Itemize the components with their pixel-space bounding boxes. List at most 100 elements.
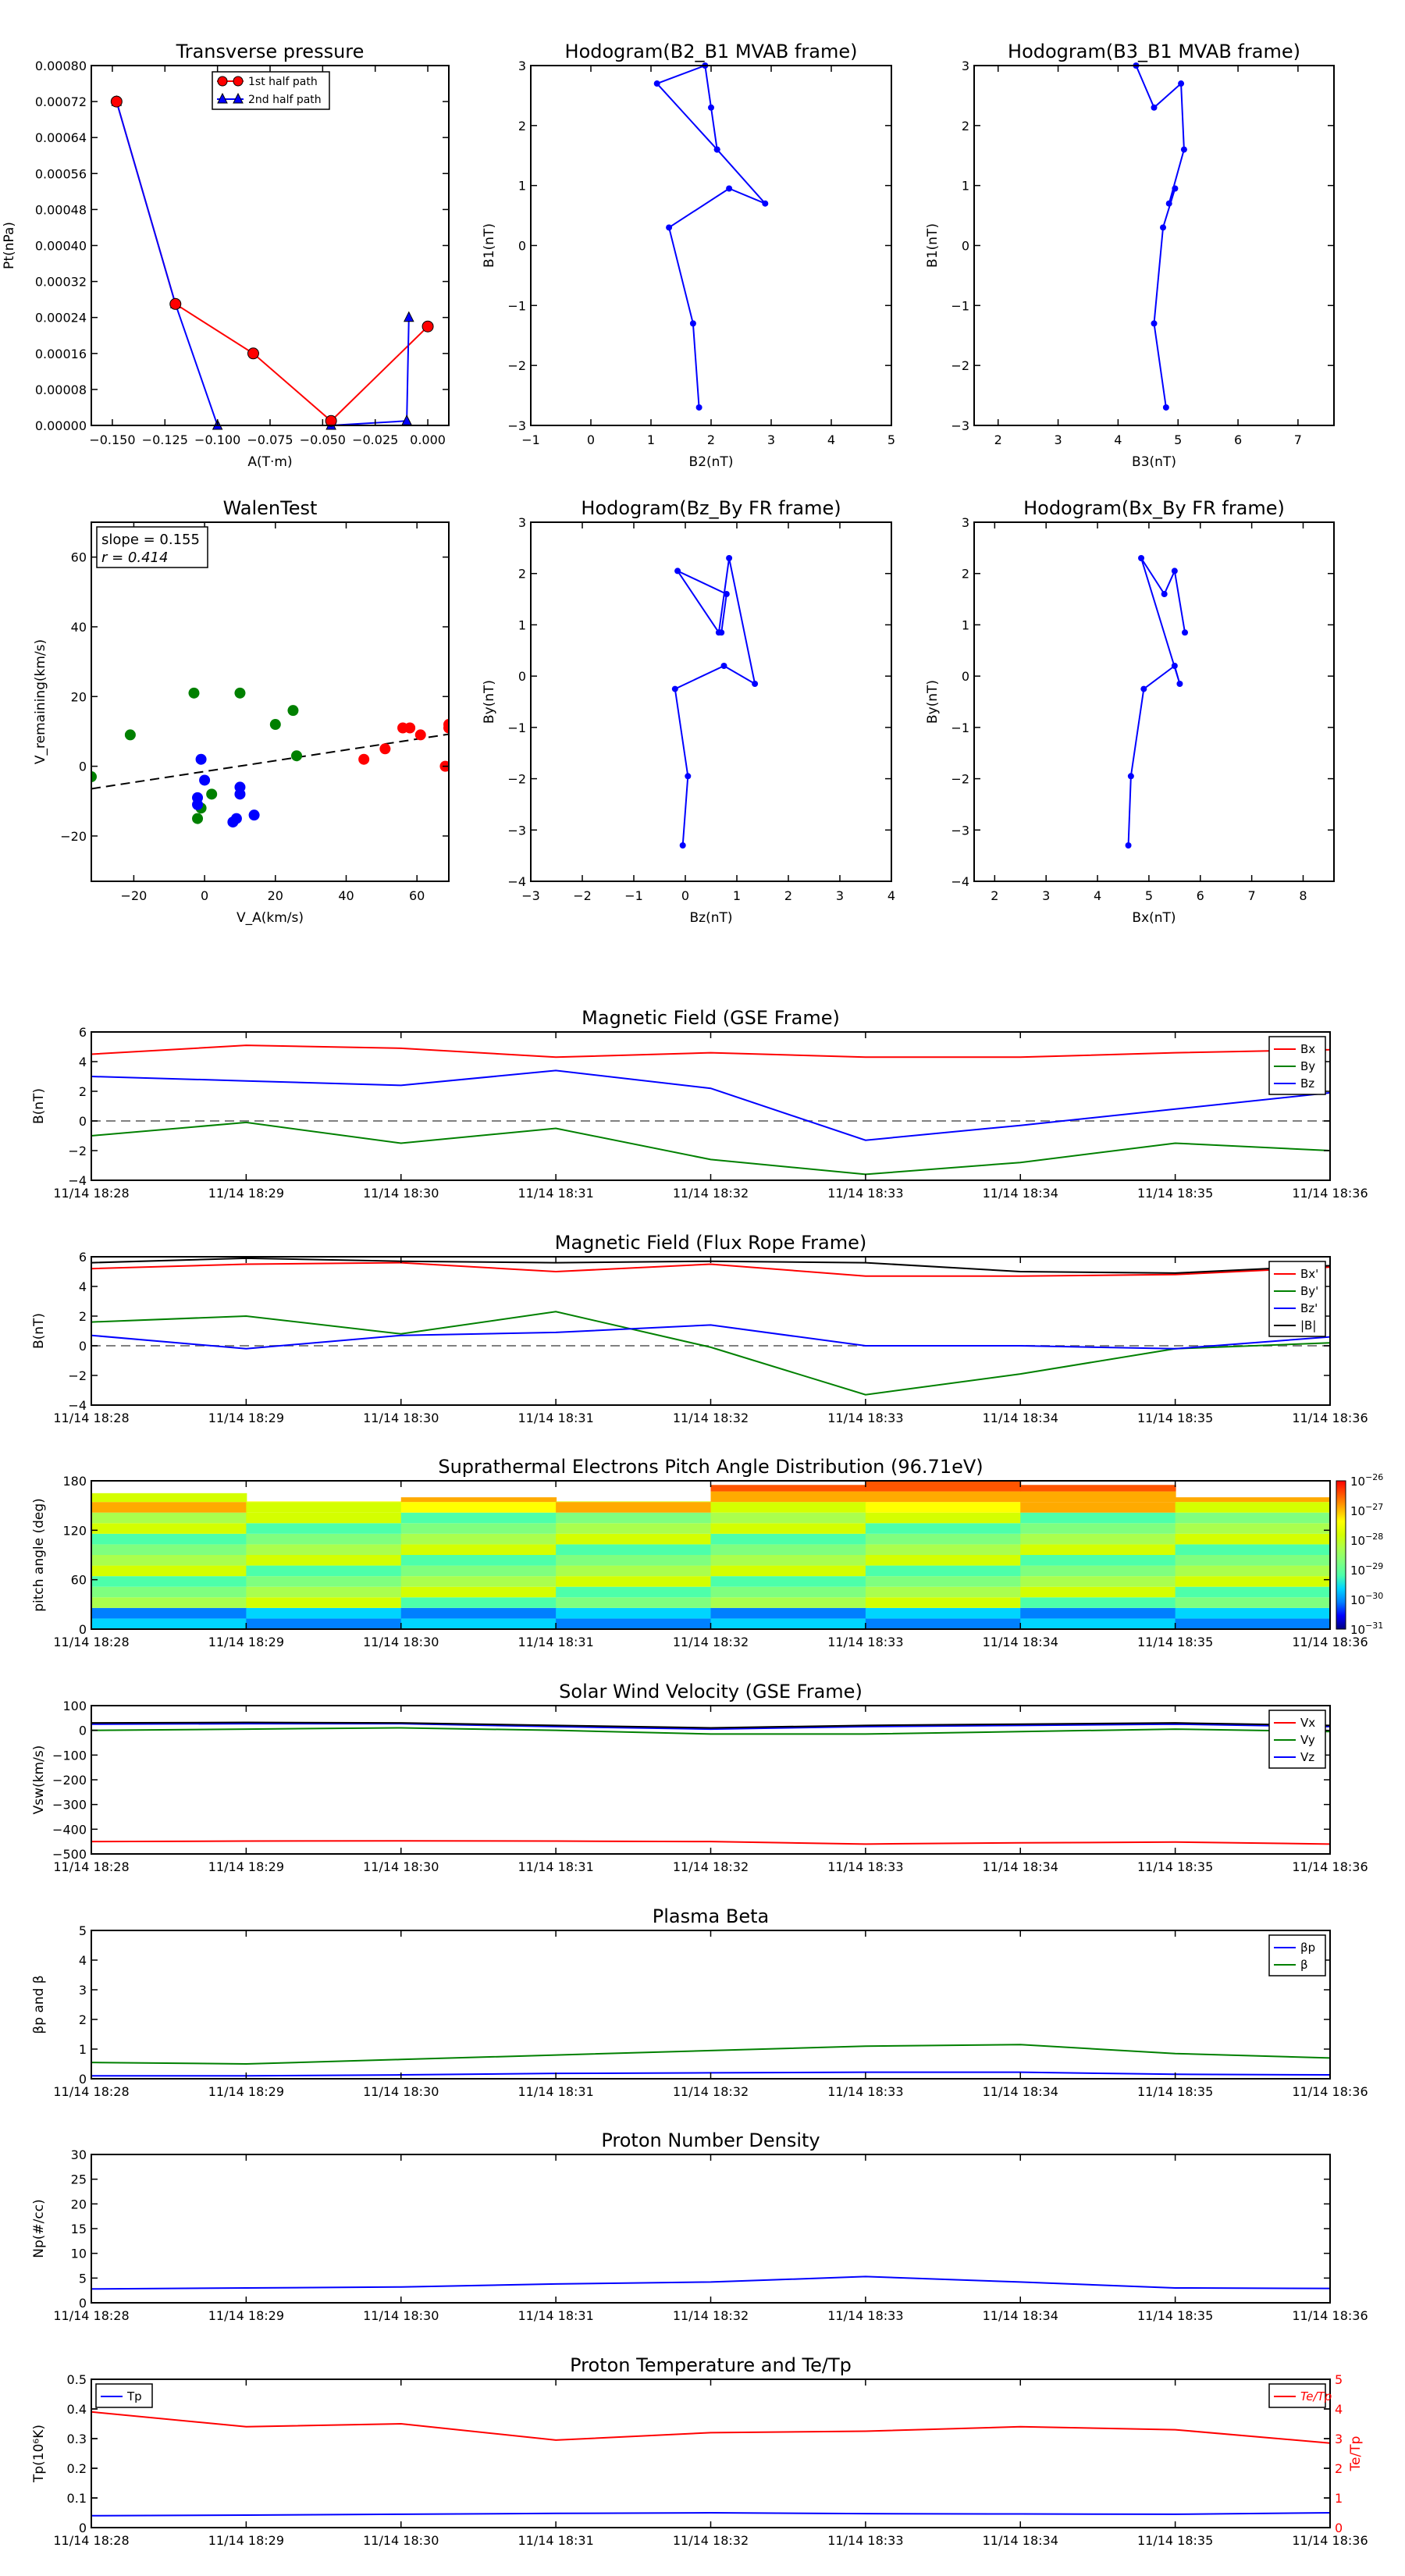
- y-tick-label: −1: [951, 720, 969, 735]
- heatmap-cell: [865, 1533, 1022, 1545]
- heatmap-cell: [710, 1544, 866, 1555]
- y-tick-label: 2: [962, 119, 969, 133]
- x-tick-label: 7: [1248, 888, 1256, 903]
- hodogram-point: [689, 320, 696, 327]
- plot-frame: [91, 1930, 1331, 2080]
- heatmap-cell: [91, 1544, 247, 1555]
- chart-hodogram-h4: Hodogram(Bx_By FR frame) −4 −3 −2 −1 0 1 2 3 2 3 4 5…: [925, 497, 1335, 926]
- hodogram-h1-title: Hodogram(B2_B1 MVAB frame): [565, 41, 858, 62]
- time-tick-label: 11/14 18:34: [983, 1186, 1058, 1201]
- heatmap-cell: [91, 1565, 247, 1577]
- time-tick-label: 11/14 18:33: [827, 1635, 903, 1649]
- x-tick-label: −0.075: [247, 432, 293, 447]
- y-tick-label: 0.00032: [35, 275, 87, 290]
- hodogram-h3-title: Hodogram(Bz_By FR frame): [581, 497, 841, 519]
- chart-hodogram-h1: Hodogram(B2_B1 MVAB frame) −3 −2 −1 0 1 2 3 −1 0 1…: [482, 41, 895, 470]
- plot-frame: [91, 1256, 1331, 1406]
- y-tick-label: 0: [962, 239, 969, 254]
- x-tick-label: 1: [647, 432, 655, 447]
- time-tick-label: 11/14 18:31: [518, 1859, 593, 1874]
- y-tick-label: −2: [68, 1144, 87, 1158]
- x-tick-label: 5: [887, 432, 895, 447]
- heatmap-cell: [865, 1586, 1022, 1598]
- series-By': [91, 1311, 1331, 1396]
- time-tick-label: 11/14 18:33: [827, 1859, 903, 1874]
- heatmap-cell: [1020, 1586, 1176, 1598]
- heatmap-cell: [1175, 1565, 1331, 1577]
- x-axis-label: B3(nT): [1132, 454, 1176, 470]
- x-tick-label: 20: [268, 888, 283, 903]
- heatmap-cell: [246, 1533, 402, 1545]
- legend-marker: [217, 76, 228, 87]
- time-tick-label: 11/14 18:34: [983, 1635, 1058, 1649]
- time-tick-label: 11/14 18:34: [983, 1411, 1058, 1425]
- hodogram-line: [1135, 65, 1185, 408]
- heatmap-cell: [91, 1555, 247, 1566]
- y-tick-label: 2: [79, 1084, 87, 1099]
- walen-point: [287, 705, 299, 717]
- plot-frame: [91, 521, 450, 882]
- chart-walen-test: WalenTest −20 0 20 40 60 −20 0 20 40 60 slope = 0.1…: [33, 497, 450, 926]
- y-tick-label: −200: [52, 1773, 87, 1788]
- heatmap-cell: [865, 1502, 1022, 1513]
- heatmap-cell: [710, 1597, 866, 1608]
- heatmap-cell: [400, 1597, 557, 1608]
- heatmap-cell: [400, 1502, 557, 1513]
- hodogram-point: [1127, 773, 1134, 780]
- heatmap-cell: [400, 1555, 557, 1566]
- legend-marker: [217, 92, 228, 104]
- heatmap-cell: [1175, 1497, 1331, 1503]
- y-tick-label: 3: [962, 515, 969, 530]
- y-tick-label: 3: [518, 515, 526, 530]
- time-tick-label: 11/14 18:36: [1292, 1859, 1368, 1874]
- heatmap-cell: [1175, 1607, 1331, 1619]
- y-tick-label: 0: [79, 1114, 87, 1129]
- x-tick-label: 4: [1094, 888, 1101, 903]
- y-tick-label: −300: [52, 1798, 87, 1813]
- heatmap-cell: [91, 1523, 247, 1534]
- colorbar-tick-label: 10−29: [1350, 1561, 1383, 1578]
- hodogram-point: [679, 842, 686, 849]
- x-tick-label: 60: [409, 888, 425, 903]
- walen-point: [443, 722, 449, 734]
- time-tick-label: 11/14 18:28: [53, 2308, 129, 2323]
- series-Bz: [91, 1069, 1331, 1141]
- heatmap-cell: [865, 1544, 1022, 1555]
- heatmap-cell: [246, 1512, 402, 1524]
- heatmap-cell: [865, 1597, 1022, 1608]
- heatmap-cell: [400, 1607, 557, 1619]
- time-tick-label: 11/14 18:29: [208, 2533, 284, 2548]
- data-point-2nd-half: [404, 311, 414, 322]
- series-By: [91, 1121, 1331, 1176]
- y-tick-label: 0: [518, 669, 526, 684]
- y-tick-label: −4: [507, 874, 526, 889]
- time-tick-label: 11/14 18:35: [1137, 2533, 1213, 2548]
- heatmap-cell: [91, 1586, 247, 1598]
- x-tick-label: 2: [991, 888, 998, 903]
- legend-marker: [233, 76, 244, 87]
- y-tick-label: −2: [68, 1368, 87, 1383]
- heatmap-cell: [710, 1607, 866, 1619]
- walen-point: [291, 750, 303, 762]
- y-tick-label: 1: [518, 617, 526, 632]
- legend: Bx By Bz: [1268, 1036, 1326, 1095]
- x-tick-label: 4: [827, 432, 835, 447]
- time-tick-label: 11/14 18:32: [673, 1635, 749, 1649]
- time-tick-label: 11/14 18:35: [1137, 1411, 1213, 1425]
- walen-point: [414, 729, 426, 741]
- y-tick-label: −2: [507, 772, 526, 787]
- hodogram-point: [1171, 663, 1178, 669]
- y-tick-label: 2: [962, 567, 969, 582]
- time-tick-label: 11/14 18:36: [1292, 2308, 1368, 2323]
- series-Vz: [91, 1723, 1331, 1731]
- heatmap-cell: [1175, 1523, 1331, 1534]
- time-tick-label: 11/14 18:32: [673, 2084, 749, 2099]
- x-tick-label: 4: [1114, 432, 1122, 447]
- walen-point: [195, 753, 207, 765]
- y-tick-label: 6: [79, 1025, 87, 1040]
- heatmap-cell: [710, 1523, 866, 1534]
- time-tick-label: 11/14 18:32: [673, 1186, 749, 1201]
- heatmap-cell: [1175, 1586, 1331, 1598]
- heatmap-cell: [400, 1586, 557, 1598]
